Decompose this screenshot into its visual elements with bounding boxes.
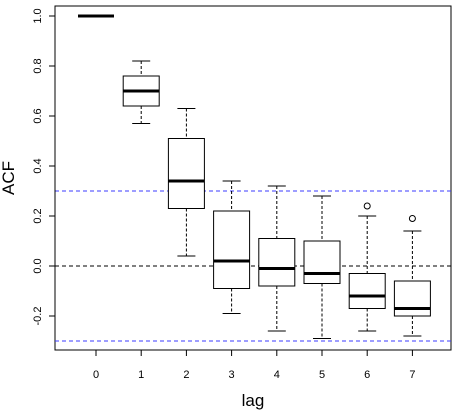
- y-tick-label-6: 1.0: [32, 8, 44, 23]
- y-tick-label-5: 0.8: [32, 58, 44, 73]
- box-lag-5: [303, 195, 341, 339]
- iqr-box: [303, 240, 341, 284]
- x-tick-label-0: 0: [93, 369, 99, 381]
- x-tick-label-4: 4: [274, 369, 280, 381]
- iqr-box: [167, 138, 205, 209]
- box-series: [78, 14, 431, 339]
- iqr-box: [348, 273, 386, 309]
- iqr-box: [393, 280, 431, 317]
- x-tick-label-5: 5: [319, 369, 325, 381]
- x-tick-label-1: 1: [138, 369, 144, 381]
- y-tick-label-1: 0.0: [32, 258, 44, 273]
- y-tick-label-4: 0.6: [32, 108, 44, 123]
- box-lag-3: [213, 180, 251, 314]
- x-tick-label-3: 3: [229, 369, 235, 381]
- outlier-point: [363, 202, 371, 210]
- box-lag-2: [167, 108, 205, 257]
- iqr-box: [213, 210, 251, 289]
- iqr-box: [258, 238, 296, 287]
- x-axis-title: lag: [242, 391, 265, 410]
- box-lag-6: [348, 202, 386, 332]
- y-axis: -0.2 0.0 0.2 0.4 0.6 0.8 1.0: [32, 8, 56, 326]
- x-tick-label-7: 7: [409, 369, 415, 381]
- x-axis: 0 1 2 3 4 5 6 7: [93, 349, 415, 381]
- box-lag-4: [258, 185, 296, 332]
- outlier-point: [408, 215, 416, 222]
- y-tick-label-0: -0.2: [32, 307, 44, 326]
- y-tick-label-2: 0.2: [32, 208, 44, 223]
- x-tick-label-2: 2: [183, 369, 189, 381]
- y-tick-label-3: 0.4: [32, 158, 44, 173]
- box-lag-1: [122, 60, 160, 124]
- box-lag-7: [393, 215, 431, 337]
- x-tick-label-6: 6: [364, 369, 370, 381]
- y-axis-title: ACF: [0, 161, 18, 195]
- plot-frame: [54, 5, 452, 351]
- reference-lines: [55, 190, 451, 342]
